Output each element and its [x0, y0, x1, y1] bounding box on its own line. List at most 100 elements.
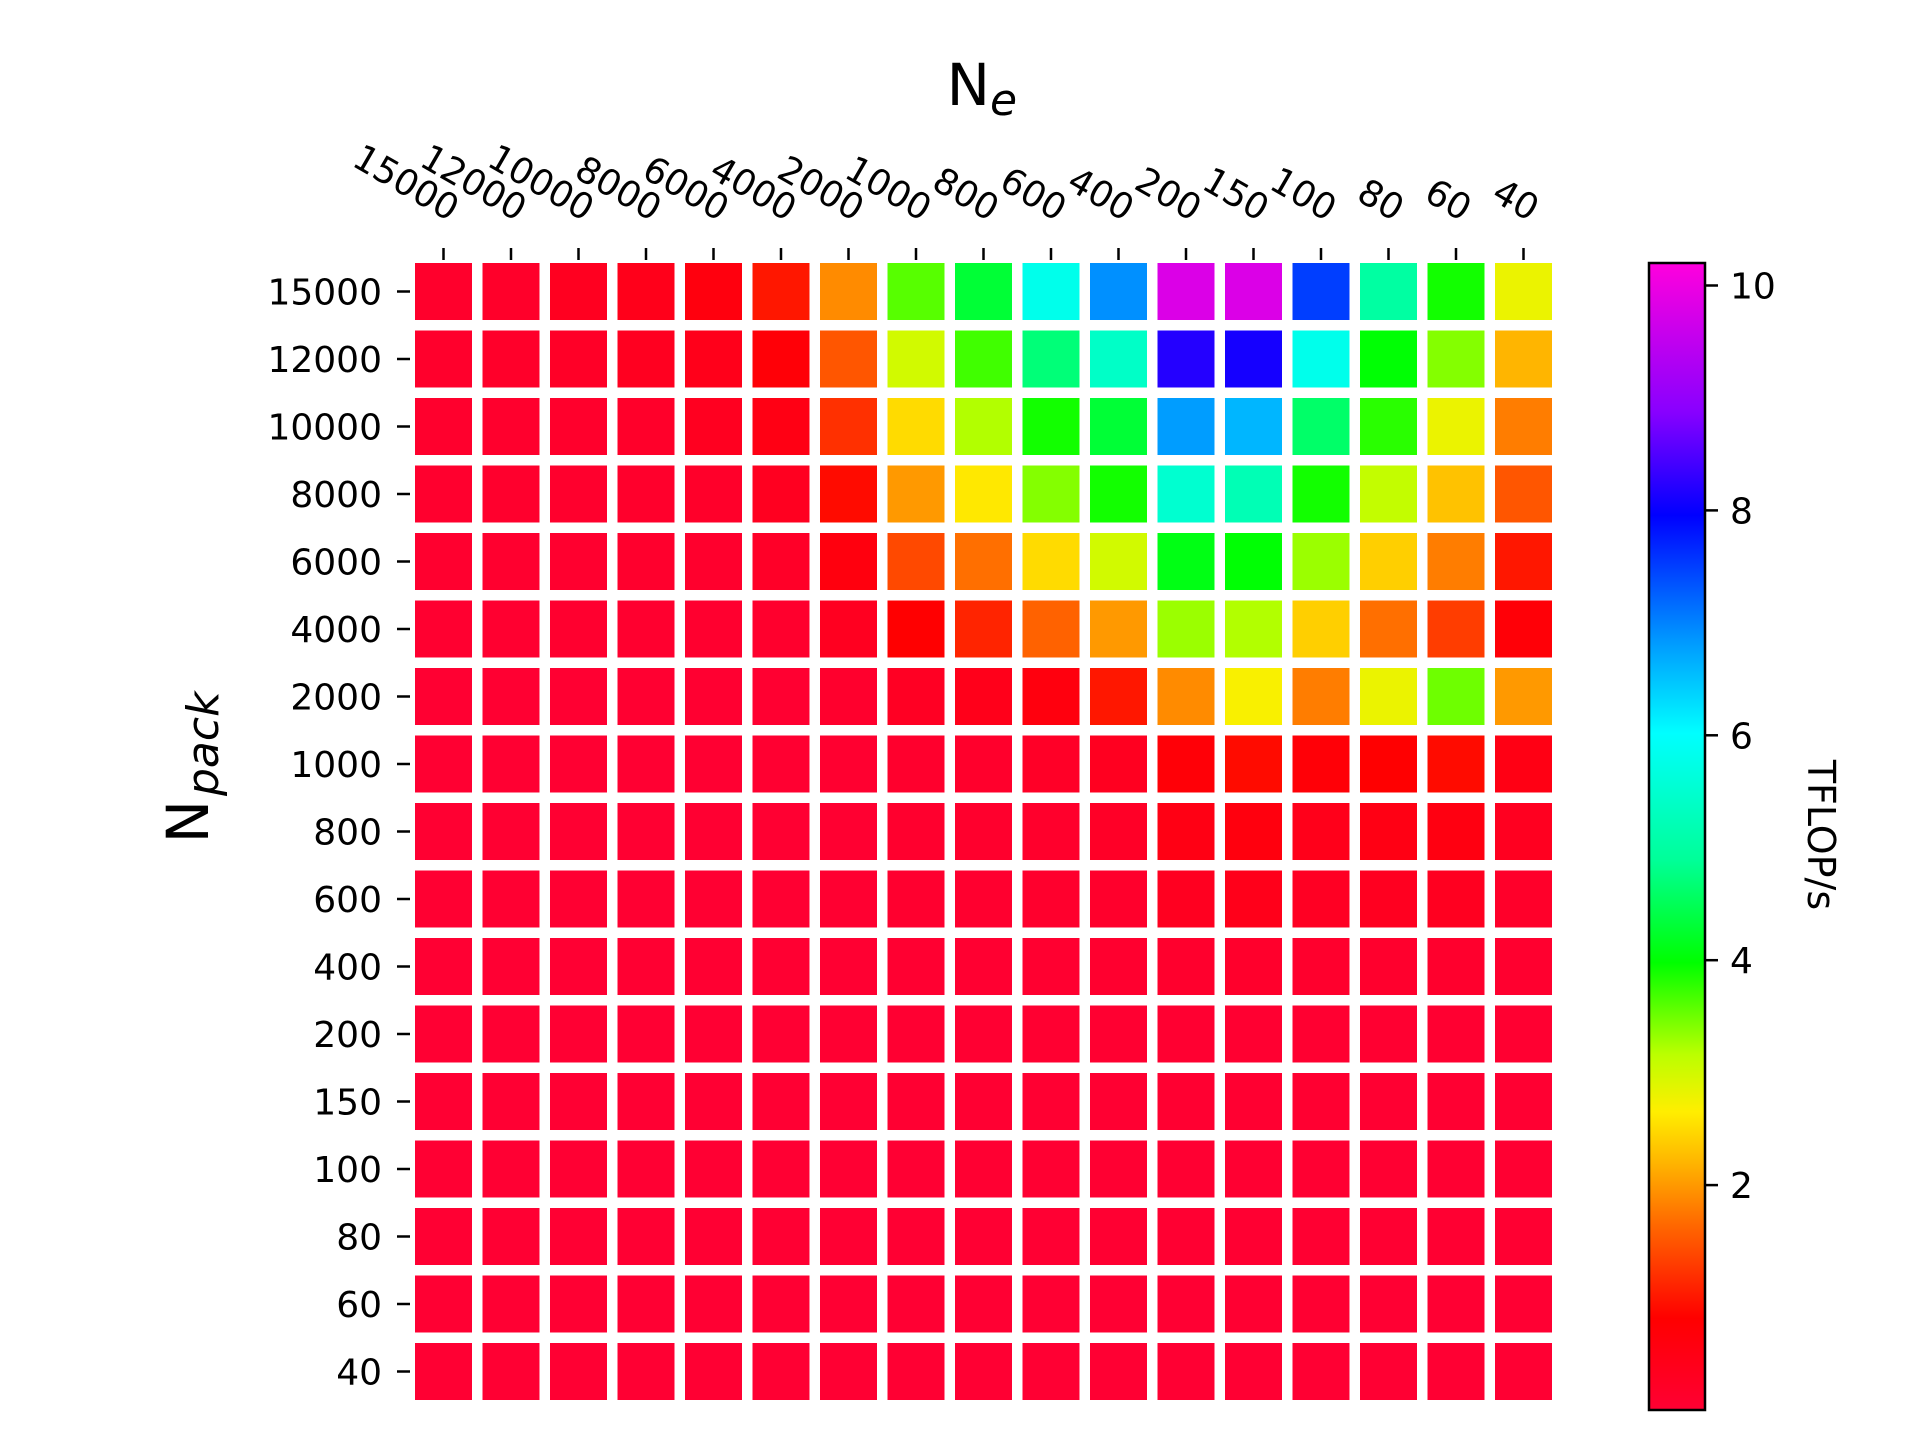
heatmap-cell	[1225, 465, 1282, 523]
heatmap-cell	[1090, 330, 1147, 388]
y-axis-ticks: 15000 12000 10000 8000 6000 4000 2000 1000 800 60…	[267, 273, 410, 1394]
heatmap-cell	[1157, 1208, 1215, 1265]
heatmap-cell	[752, 668, 810, 725]
heatmap-cell	[415, 803, 472, 860]
heatmap-cell	[1495, 398, 1552, 455]
heatmap-cell	[1157, 330, 1215, 388]
heatmap-cell	[820, 465, 877, 523]
heatmap-cell	[415, 668, 472, 725]
heatmap-cell	[887, 1343, 945, 1400]
heatmap-cell	[1292, 1275, 1350, 1333]
heatmap-cell	[1495, 1343, 1552, 1400]
heatmap-cell	[415, 1275, 472, 1333]
heatmap-cell	[415, 263, 472, 320]
heatmap-cell	[550, 735, 607, 793]
heatmap-cell	[550, 870, 607, 928]
heatmap-cell	[887, 1275, 945, 1333]
heatmap-cell	[1292, 803, 1350, 860]
heatmap-cell	[1022, 1275, 1080, 1333]
heatmap-cell	[1495, 803, 1552, 860]
heatmap-cell	[1157, 1005, 1215, 1063]
heatmap-cell	[415, 1343, 472, 1400]
heatmap-cell	[887, 938, 945, 995]
heatmap-cell	[617, 1073, 675, 1130]
heatmap-cell	[887, 330, 945, 388]
heatmap-cell	[685, 938, 742, 995]
heatmap-cell	[550, 668, 607, 725]
heatmap-cell	[1157, 668, 1215, 725]
heatmap-cell	[1292, 600, 1350, 658]
heatmap-cell	[1157, 263, 1215, 320]
heatmap-cell	[617, 600, 675, 658]
heatmap-cell	[1427, 398, 1485, 455]
heatmap-cell	[955, 1275, 1012, 1333]
heatmap-cell	[1022, 668, 1080, 725]
heatmap-cell	[1225, 330, 1282, 388]
heatmap-cell	[550, 263, 607, 320]
heatmap-cell	[752, 465, 810, 523]
heatmap-cell	[1427, 668, 1485, 725]
heatmap-cell	[752, 330, 810, 388]
x-axis-title: N	[947, 51, 990, 119]
heatmap-cell	[685, 263, 742, 320]
heatmap-cell	[685, 600, 742, 658]
heatmap-cell	[752, 263, 810, 320]
heatmap-cell	[1427, 330, 1485, 388]
heatmap-cell	[1292, 1140, 1350, 1198]
heatmap-cell	[482, 465, 540, 523]
y-tick-label: 600	[313, 880, 382, 921]
colorbar-label: TFLOP/s	[1799, 759, 1843, 910]
heatmap-cell	[1360, 870, 1417, 928]
y-tick-label: 12000	[267, 340, 382, 381]
heatmap-cell	[887, 465, 945, 523]
heatmap-cell	[1360, 1005, 1417, 1063]
heatmap-cell	[752, 1275, 810, 1333]
heatmap-cell	[617, 1208, 675, 1265]
heatmap-cell	[550, 803, 607, 860]
heatmap-cell	[752, 1005, 810, 1063]
heatmap-cell	[617, 465, 675, 523]
heatmap-cell	[1360, 938, 1417, 995]
heatmap-cell	[752, 1343, 810, 1400]
heatmap-cell	[482, 803, 540, 860]
heatmap-cell	[1157, 870, 1215, 928]
heatmap-cell	[415, 1073, 472, 1130]
heatmap-cell	[1292, 870, 1350, 928]
heatmap-cell	[685, 533, 742, 590]
heatmap-cell	[415, 1140, 472, 1198]
heatmap-cell	[820, 803, 877, 860]
heatmap-cell	[820, 938, 877, 995]
heatmap-cell	[820, 330, 877, 388]
heatmap-cell	[1090, 465, 1147, 523]
heatmap-cell	[1022, 1140, 1080, 1198]
heatmap-cell	[1427, 1005, 1485, 1063]
heatmap-cell	[1022, 533, 1080, 590]
heatmap-cell	[482, 735, 540, 793]
heatmap-cell	[415, 533, 472, 590]
y-tick-label: 6000	[290, 543, 382, 584]
heatmap-cell	[1495, 1275, 1552, 1333]
colorbar-tick-label: 2	[1730, 1166, 1753, 1207]
heatmap-cell	[1292, 398, 1350, 455]
heatmap-cell	[752, 803, 810, 860]
heatmap-cell	[955, 735, 1012, 793]
heatmap-cell	[482, 668, 540, 725]
heatmap-cell	[685, 735, 742, 793]
heatmap-cell	[1495, 1208, 1552, 1265]
heatmap-cell	[1090, 668, 1147, 725]
heatmap-cell	[617, 1005, 675, 1063]
heatmap-cell	[1157, 1140, 1215, 1198]
heatmap-cell	[617, 668, 675, 725]
heatmap-cell	[1360, 465, 1417, 523]
heatmap-cell	[1292, 263, 1350, 320]
heatmap-cells	[415, 263, 1552, 1400]
heatmap-cell	[1292, 533, 1350, 590]
heatmap-cell	[1090, 735, 1147, 793]
x-tick-label: 80	[1350, 171, 1410, 229]
heatmap-cell	[617, 1343, 675, 1400]
x-tick-label: 60	[1418, 171, 1478, 229]
heatmap-cell	[1090, 1343, 1147, 1400]
heatmap-cell	[685, 1275, 742, 1333]
heatmap-cell	[550, 938, 607, 995]
y-tick-label: 40	[336, 1353, 382, 1394]
